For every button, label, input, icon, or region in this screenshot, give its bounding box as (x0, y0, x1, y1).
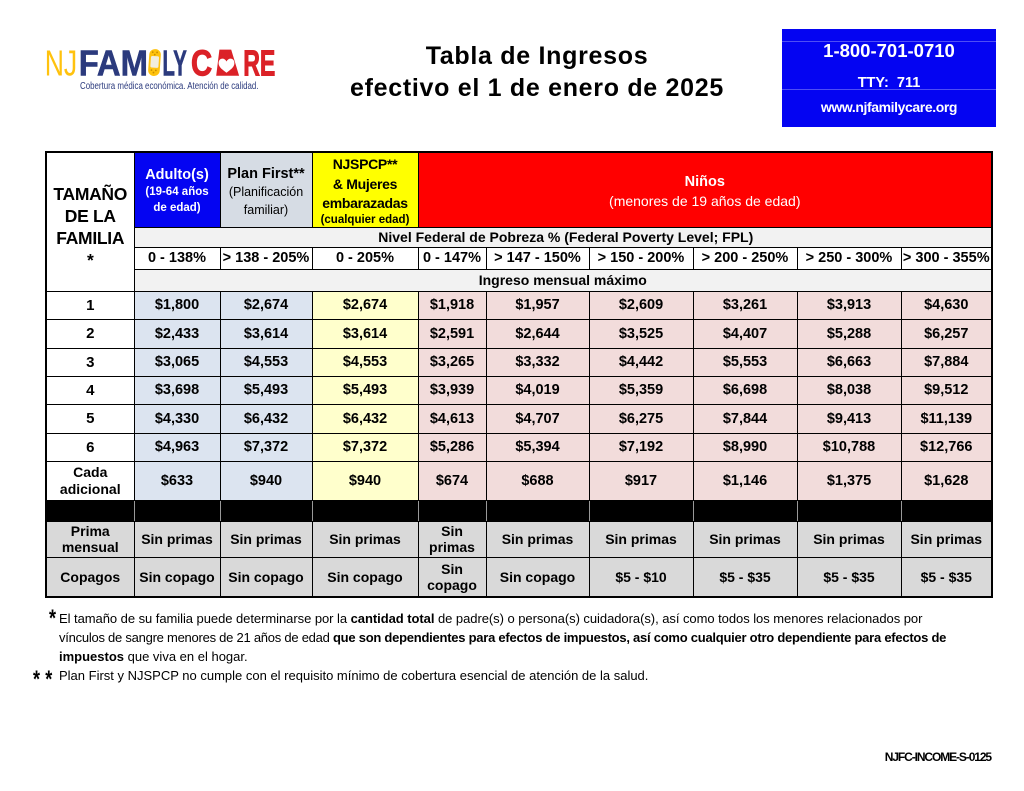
svg-text:C: C (191, 43, 212, 84)
svg-text:NJ: NJ (45, 43, 77, 84)
svg-text:Cobertura médica económica. At: Cobertura médica económica. Atención de … (80, 81, 259, 92)
svg-text:RE: RE (243, 43, 275, 84)
svg-text:LY: LY (162, 43, 187, 84)
svg-text:FAM: FAM (79, 43, 148, 84)
